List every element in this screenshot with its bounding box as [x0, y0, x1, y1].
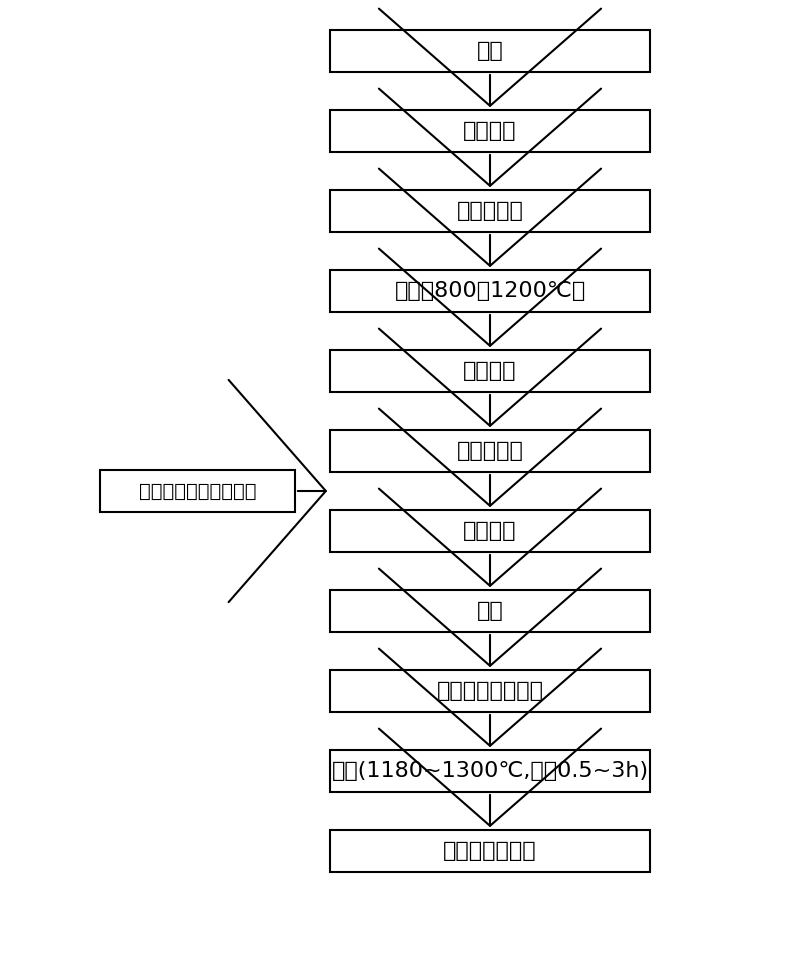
Text: 预烧（800～1200℃）: 预烧（800～1200℃）	[394, 281, 586, 301]
Text: 烘干，过筛: 烘干，过筛	[457, 441, 523, 461]
Bar	[330, 190, 650, 232]
Text: 均匀混合: 均匀混合	[463, 521, 517, 541]
Bar	[330, 270, 650, 312]
Text: 烘干，过筛: 烘干，过筛	[457, 201, 523, 221]
Text: 称料: 称料	[477, 41, 503, 61]
Bar	[330, 430, 650, 472]
Text: 被电极，烧电极: 被电极，烧电极	[443, 841, 537, 861]
Text: 排除有机物造孔剂: 排除有机物造孔剂	[437, 681, 543, 701]
Bar	[330, 670, 650, 712]
Bar	[100, 470, 295, 512]
Bar	[330, 510, 650, 552]
Bar	[330, 830, 650, 872]
Bar	[330, 590, 650, 632]
Text: 混合球磨: 混合球磨	[463, 361, 517, 381]
Bar	[330, 350, 650, 392]
Text: 预压: 预压	[477, 601, 503, 621]
Bar	[330, 750, 650, 792]
Text: 按一定比例加入造孔剂: 按一定比例加入造孔剂	[138, 481, 256, 500]
Bar	[330, 110, 650, 152]
Bar	[330, 30, 650, 72]
Text: 烧结(1180~1300℃,保温0.5~3h): 烧结(1180~1300℃,保温0.5~3h)	[331, 761, 649, 781]
Text: 混合球磨: 混合球磨	[463, 121, 517, 141]
